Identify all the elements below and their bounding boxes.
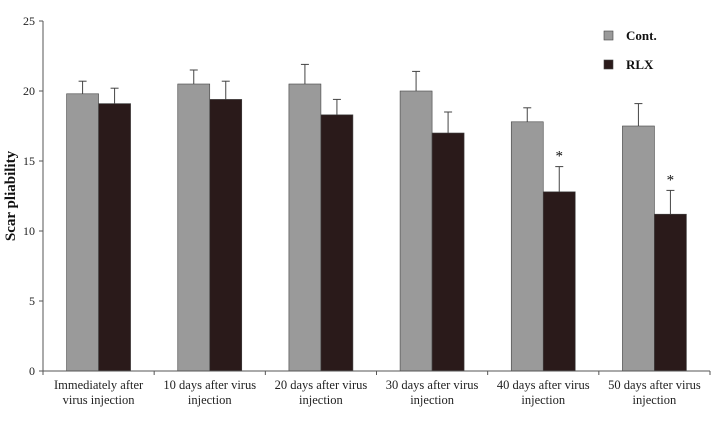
x-category-label: 10 days after virus injection bbox=[163, 378, 256, 407]
y-axis-title: Scar pliability bbox=[3, 150, 19, 241]
x-category-label-line: injection bbox=[633, 393, 677, 407]
axes-layer bbox=[42, 21, 710, 372]
x-category-label-line: virus injection bbox=[63, 393, 136, 407]
bar-rlx-3 bbox=[431, 132, 465, 372]
significance-marker: * bbox=[667, 172, 675, 188]
legend: Cont. RLX bbox=[603, 28, 657, 72]
y-tick-label: 25 bbox=[23, 14, 35, 28]
x-category-label-line: 40 days after virus bbox=[497, 378, 590, 392]
y-tick-label: 0 bbox=[29, 364, 35, 378]
error-bars-layer bbox=[78, 63, 675, 215]
bar-rlx-0 bbox=[98, 103, 131, 372]
legend-swatch-rlx bbox=[603, 59, 614, 70]
legend-label-cont: Cont. bbox=[626, 28, 657, 43]
x-category-label: Immediately after virus injection bbox=[54, 378, 144, 407]
x-category-label-line: injection bbox=[188, 393, 232, 407]
y-tick-label: 5 bbox=[29, 294, 35, 308]
bar-rlx-2 bbox=[320, 114, 354, 372]
x-category-label-line: 50 days after virus bbox=[608, 378, 701, 392]
legend-label-rlx: RLX bbox=[626, 57, 654, 72]
bar-cont-5 bbox=[622, 125, 655, 372]
x-category-label-line: Immediately after bbox=[54, 378, 144, 392]
x-category-label: 30 days after virus injection bbox=[386, 378, 479, 407]
legend-swatch-cont bbox=[603, 30, 614, 41]
significance-layer: ** bbox=[556, 149, 675, 189]
bars-layer bbox=[66, 83, 687, 372]
x-category-label: 40 days after virus injection bbox=[497, 378, 590, 407]
y-tick-label: 10 bbox=[23, 224, 35, 238]
y-tick-label: 20 bbox=[23, 84, 35, 98]
bar-rlx-5 bbox=[654, 213, 687, 372]
x-category-label-line: 10 days after virus bbox=[163, 378, 256, 392]
x-category-label-line: 20 days after virus bbox=[275, 378, 368, 392]
bar-cont-1 bbox=[177, 83, 211, 372]
x-category-label-line: injection bbox=[299, 393, 343, 407]
x-category-label-line: 30 days after virus bbox=[386, 378, 479, 392]
x-category-label: 20 days after virus injection bbox=[275, 378, 368, 407]
bar-rlx-1 bbox=[209, 99, 243, 372]
x-category-label-line: injection bbox=[410, 393, 454, 407]
bar-cont-4 bbox=[510, 121, 544, 372]
x-labels-layer: Immediately after virus injection 10 days … bbox=[54, 378, 701, 407]
significance-marker: * bbox=[556, 149, 564, 165]
y-ticks-layer: 0 5 10 15 20 25 bbox=[23, 14, 711, 378]
y-tick-label: 15 bbox=[23, 154, 35, 168]
bar-cont-0 bbox=[66, 93, 99, 372]
x-category-label: 50 days after virus injection bbox=[608, 378, 701, 407]
x-category-label-line: injection bbox=[521, 393, 565, 407]
bar-cont-3 bbox=[399, 90, 433, 372]
bar-cont-2 bbox=[288, 83, 322, 372]
bar-rlx-4 bbox=[542, 191, 576, 372]
